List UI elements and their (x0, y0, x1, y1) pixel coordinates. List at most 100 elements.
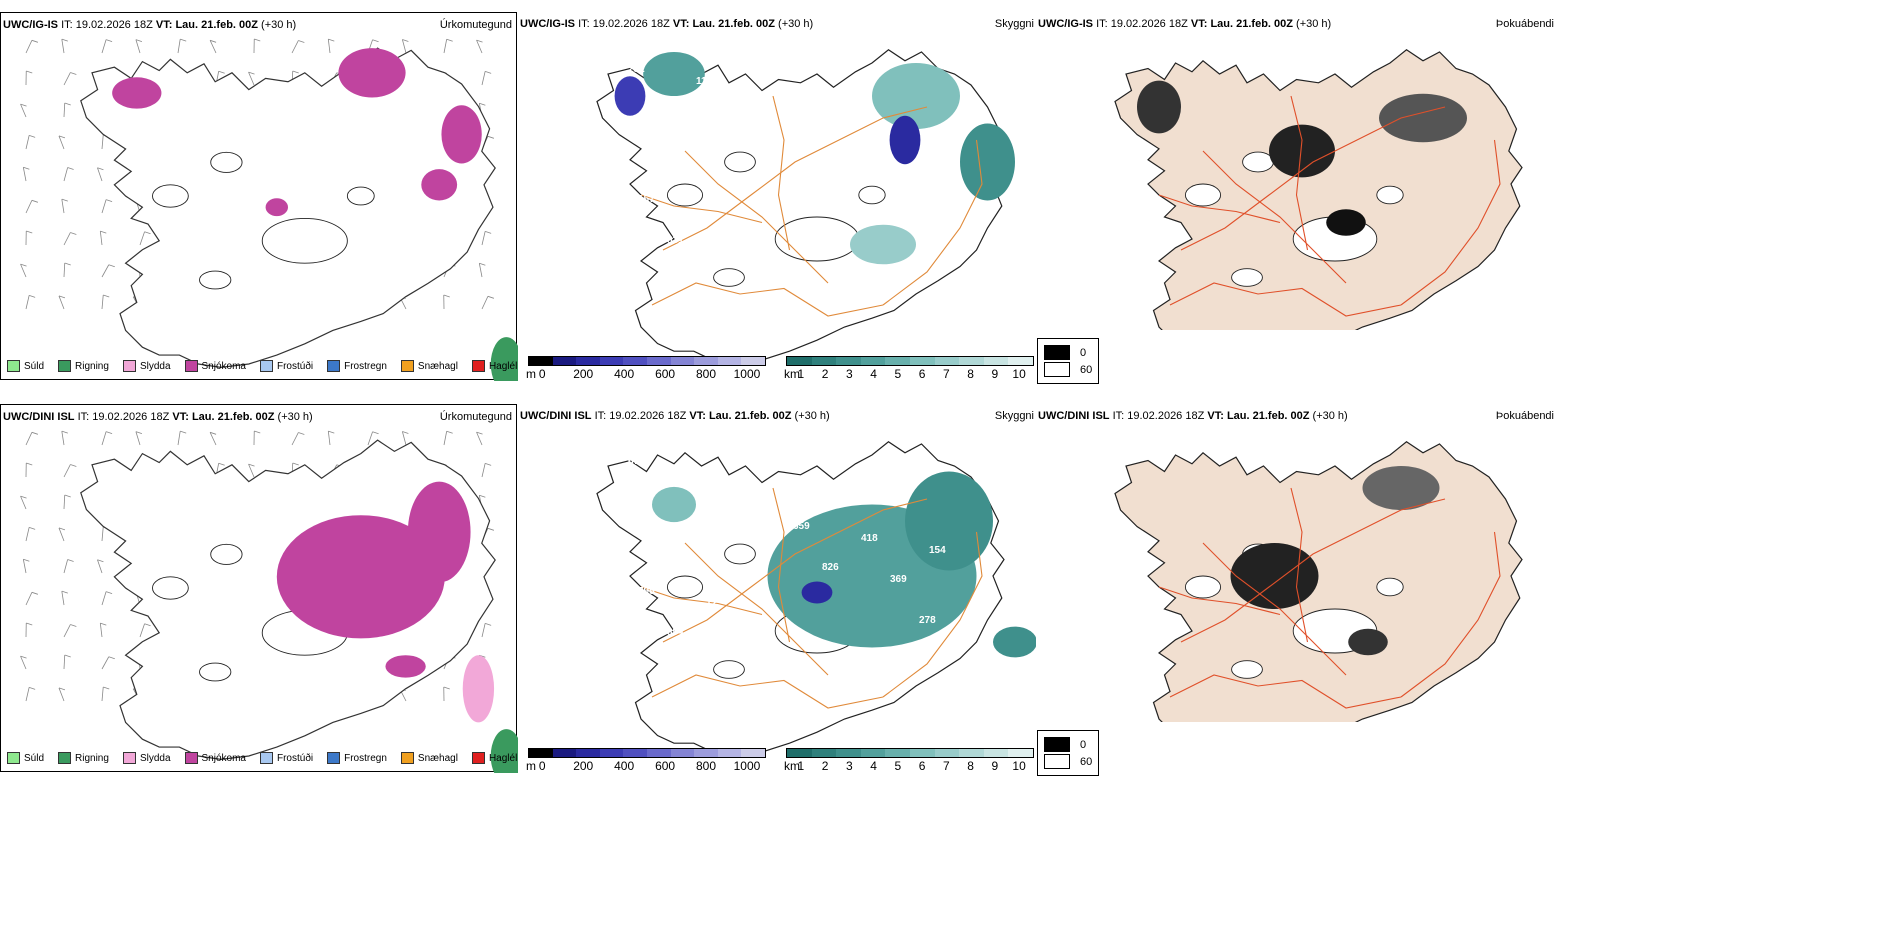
colorbar-step (576, 357, 600, 365)
wind-barb (101, 687, 104, 702)
wind-barb-flag (29, 686, 36, 690)
snow-area (385, 655, 426, 678)
fog-legend-item: 0 (1044, 345, 1092, 360)
wind-barb (101, 135, 104, 150)
legend-item: Rigning (58, 360, 109, 372)
wind-barb-flag (292, 462, 299, 466)
colorbar-scale (786, 748, 1034, 758)
panel-type-label: Úrkomutegund (439, 19, 512, 31)
vis-teal-area (643, 52, 705, 96)
road-line (1290, 95, 1309, 251)
colorbar-tick-label: 600 (655, 759, 676, 773)
glacier-outline (152, 184, 189, 208)
colorbar-step (885, 357, 910, 365)
legend-item: Rigning (58, 752, 109, 764)
wind-barb-flag (70, 464, 77, 467)
wind-barb-flag (67, 167, 74, 170)
wind-barb (20, 495, 27, 510)
fog-dark-area (1362, 466, 1440, 510)
wind-barb (101, 431, 107, 446)
colorbar-visibility_m: m 0 200 400 600 800 1000 (526, 356, 766, 382)
wind-barb-flag (70, 624, 77, 627)
vis-value-label: 426 (822, 170, 839, 181)
panel-title: UWC/DINI ISL IT: 19.02.2026 18Z VT: Lau.… (3, 411, 313, 423)
legend-item: Snæhagl (400, 360, 458, 372)
vt-value: Lau. 21.feb. 00Z (191, 411, 275, 423)
colorbar-unit: km (784, 759, 800, 773)
snow-area (112, 77, 162, 109)
wind-barb (478, 263, 483, 278)
fog-legend-label: 0 (1080, 346, 1087, 359)
vis-value-label: 123 (793, 129, 810, 140)
panel-title: UWC/DINI ISL IT: 19.02.2026 18Z VT: Lau.… (1038, 410, 1348, 422)
colorbar-tick-label: 400 (614, 759, 635, 773)
wind-barb-flag (485, 230, 492, 234)
colorbar-tick-label: 6 (918, 367, 926, 381)
vis-value-label: 795 (638, 586, 655, 597)
wind-barb (61, 199, 65, 214)
colorbar-tick-label: 9 (991, 367, 999, 381)
wind-barb (443, 39, 448, 54)
wind-barb-flag (443, 294, 450, 298)
colorbar-tick-label: 5 (894, 367, 902, 381)
precip-type-panel: UWC/DINI ISL IT: 19.02.2026 18Z VT: Lau.… (0, 404, 518, 773)
wind-barb (209, 40, 217, 54)
legend-item: Slydda (122, 752, 171, 764)
wind-barb-flag (97, 167, 104, 171)
wind-barb-flag (443, 686, 450, 690)
colorbar-tick-label: 200 (573, 367, 594, 381)
vis-blue-area (801, 581, 833, 604)
wind-barb-flag (105, 591, 113, 594)
legend-item: Snjókoma (184, 360, 246, 372)
snow-area (338, 48, 406, 98)
colorbar-step (1008, 357, 1033, 365)
vis-value-label: 154 (929, 545, 946, 556)
road-line (640, 586, 763, 616)
wind-barb (139, 623, 145, 638)
glacier-outline (210, 543, 243, 565)
fog-legend-label: 60 (1080, 363, 1093, 376)
wind-barb (401, 431, 407, 446)
wind-barb-flag (218, 70, 225, 74)
colorbar-step (885, 749, 910, 757)
road-line (1169, 674, 1402, 709)
legend-label: Súld (24, 752, 45, 764)
colorbar-ticks: 0 200 400 600 800 1000 (528, 759, 766, 775)
legend-swatch (259, 360, 273, 372)
wind-barb-flag (26, 230, 33, 234)
fog-legend: 0 60 (1037, 338, 1100, 384)
wind-barb (248, 71, 255, 86)
wind-barb-flag (23, 166, 30, 170)
wind-barb (327, 39, 331, 54)
glacier-outline (666, 575, 704, 599)
colorbar-unit: km (784, 367, 800, 381)
legend-swatch (122, 360, 136, 372)
precip-legend: Súld Rigning Slydda Snjókoma Frostúði Frostre… (7, 752, 517, 764)
wind-barb-flag (20, 263, 27, 267)
legend-item: Snæhagl (400, 752, 458, 764)
legend-swatch (400, 752, 414, 764)
legend-swatch (58, 752, 72, 764)
wind-barb-flag (476, 431, 483, 435)
fog-map (1114, 49, 1523, 330)
colorbar-tick-label: 5 (894, 759, 902, 773)
colorbar-step (909, 357, 935, 365)
colorbar-step (670, 357, 695, 365)
wind-barb-flag (108, 656, 115, 660)
road-line (882, 531, 983, 698)
colorbar-tick-label: 7 (943, 367, 950, 381)
wind-barb (97, 559, 103, 574)
glacier-outline (199, 270, 232, 290)
wind-barb (22, 167, 27, 182)
fog-legend-swatch (1044, 737, 1070, 752)
road-line (1400, 531, 1501, 698)
legend-label: Frostúði (276, 752, 314, 764)
wind-barb (25, 432, 33, 446)
wind-barb (63, 72, 71, 86)
colorbar-step (836, 357, 861, 365)
wind-barb (101, 527, 104, 542)
wind-barb-flag (209, 39, 217, 43)
fog-dark-area (1269, 124, 1335, 178)
colorbar-tick-label: 10 (1012, 367, 1026, 381)
colorbar-step (599, 357, 624, 365)
